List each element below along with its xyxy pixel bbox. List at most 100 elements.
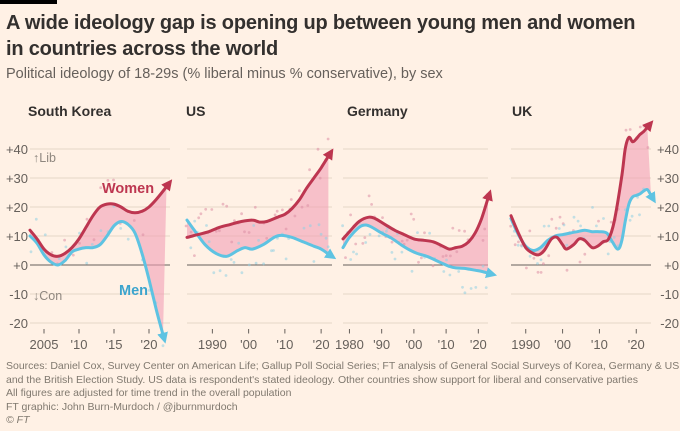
x-axis-label: '15 — [105, 337, 123, 352]
women-dot — [485, 193, 489, 197]
x-axis-label: '10 — [590, 337, 608, 352]
x-axis-label: '20 — [312, 337, 330, 352]
women-dot — [141, 233, 145, 237]
men-dot — [377, 234, 381, 238]
women-line — [28, 179, 173, 258]
women-dot — [214, 229, 218, 233]
men-dot — [257, 239, 260, 242]
women-dot — [281, 208, 284, 212]
gap-area-fill — [187, 156, 329, 257]
men-dot — [547, 224, 551, 228]
men-dot — [90, 243, 94, 246]
men-dot — [247, 263, 251, 267]
women-dot — [300, 205, 304, 209]
women-dot — [609, 220, 613, 224]
women-dot — [112, 178, 115, 182]
men-dot — [326, 245, 330, 249]
women-dot — [431, 264, 435, 268]
y-axis-label-left: -20 — [9, 316, 28, 331]
copyright: © FT — [6, 414, 30, 426]
x-axis-label: '00 — [405, 337, 423, 352]
women-dot — [381, 216, 384, 220]
x-axis-label: 1990 — [197, 337, 227, 352]
men-dot — [232, 261, 236, 264]
women-dot — [642, 124, 646, 128]
women-dot — [405, 238, 409, 242]
men-line — [509, 187, 656, 253]
y-axis-label-left: +10 — [5, 229, 28, 244]
men-dot — [272, 249, 275, 252]
women-dot — [92, 238, 96, 242]
men-dot — [126, 237, 130, 241]
men-dot — [252, 224, 256, 227]
women-dot — [197, 216, 201, 220]
women-dot — [449, 254, 452, 258]
men-dot — [229, 258, 233, 261]
source-line-2: and the British Election Study. US data … — [6, 373, 638, 386]
women-dot — [638, 125, 642, 129]
gap-area-fill — [343, 198, 488, 274]
panel-south-korea — [28, 148, 173, 348]
men-dot — [349, 258, 353, 261]
women-dot — [417, 260, 420, 264]
men-dot — [572, 215, 576, 219]
footnote: All figures are adjusted for time trend … — [6, 387, 292, 399]
women-dot — [225, 204, 229, 208]
women-dot — [344, 256, 347, 259]
x-axis-label: '20 — [140, 337, 158, 352]
men-dot — [237, 241, 241, 245]
women-dot — [78, 241, 81, 245]
women-dot — [189, 230, 193, 234]
men-line — [341, 223, 498, 278]
x-axis-label: 1980 — [334, 337, 364, 352]
women-dot — [528, 229, 532, 233]
women-dot — [463, 229, 466, 233]
women-dot — [565, 268, 569, 272]
women-dot — [253, 205, 257, 209]
men-dot — [416, 231, 419, 235]
women-dot — [85, 217, 89, 221]
women-dot — [354, 242, 358, 246]
y-axis-label-left: +40 — [5, 142, 28, 157]
women-dot — [233, 219, 236, 223]
men-dot — [319, 232, 323, 236]
women-dot — [532, 256, 536, 260]
x-axis-label: 1990 — [511, 337, 541, 352]
men-dot — [410, 269, 414, 273]
women-dot — [525, 266, 528, 270]
men-dot — [428, 231, 431, 235]
women-dot — [363, 236, 367, 240]
men-dot — [324, 236, 328, 240]
men-dot — [612, 236, 616, 239]
women-dot — [509, 224, 513, 228]
men-dot — [29, 250, 33, 254]
men-dot — [352, 250, 355, 254]
men-dot — [400, 250, 404, 254]
women-dot — [542, 262, 545, 265]
panel-title: UK — [512, 103, 533, 119]
y-axis-label-right: +10 — [656, 229, 679, 244]
women-dot — [420, 256, 423, 260]
men-dot — [528, 254, 532, 258]
panel-title: South Korea — [28, 103, 112, 119]
y-axis-label-left: +20 — [5, 200, 28, 215]
men-dot — [262, 262, 265, 266]
men-dot — [207, 240, 211, 244]
y-axis-label-right: +0 — [664, 258, 679, 273]
women-dot — [204, 207, 208, 211]
men-dot — [579, 224, 582, 228]
x-axis-label: '10 — [70, 337, 88, 352]
women-dot — [628, 128, 632, 131]
panel-uk — [509, 120, 656, 334]
women-dot — [441, 255, 445, 258]
chart-footer: Sources: Daniel Cox, Survey Center on Am… — [6, 360, 679, 428]
women-series-label: Women — [102, 181, 155, 197]
women-dot — [298, 189, 301, 193]
men-dot — [474, 286, 478, 289]
men-dot — [516, 243, 520, 247]
y-axis-label-left: -10 — [9, 287, 28, 302]
chart-title-line2: in countries across the world — [6, 38, 279, 60]
men-dot — [284, 257, 288, 261]
